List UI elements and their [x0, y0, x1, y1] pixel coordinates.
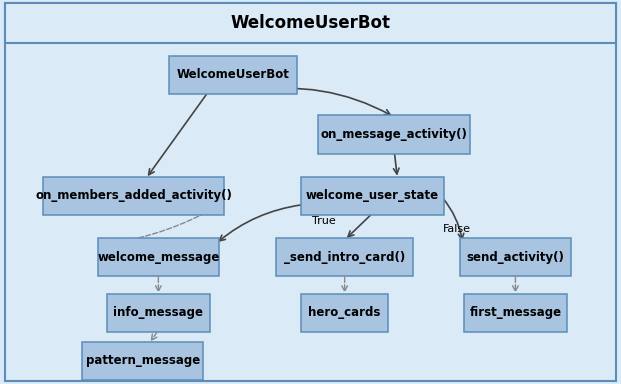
Text: WelcomeUserBot: WelcomeUserBot [176, 68, 289, 81]
FancyBboxPatch shape [107, 294, 210, 332]
Text: send_activity(): send_activity() [466, 251, 564, 264]
Text: on_message_activity(): on_message_activity() [321, 128, 468, 141]
FancyBboxPatch shape [82, 342, 204, 380]
Text: first_message: first_message [469, 306, 561, 319]
Text: False: False [442, 224, 471, 234]
FancyBboxPatch shape [98, 238, 219, 276]
FancyBboxPatch shape [319, 115, 471, 154]
Text: info_message: info_message [114, 306, 203, 319]
Text: hero_cards: hero_cards [309, 306, 381, 319]
FancyBboxPatch shape [43, 177, 224, 215]
Text: _send_intro_card(): _send_intro_card() [284, 251, 406, 264]
FancyBboxPatch shape [460, 238, 571, 276]
Text: on_members_added_activity(): on_members_added_activity() [35, 189, 232, 202]
Text: WelcomeUserBot: WelcomeUserBot [230, 14, 391, 32]
FancyBboxPatch shape [5, 3, 616, 381]
FancyBboxPatch shape [301, 294, 388, 332]
Text: welcome_user_state: welcome_user_state [306, 189, 439, 202]
Text: pattern_message: pattern_message [86, 354, 200, 367]
FancyBboxPatch shape [169, 56, 297, 94]
FancyBboxPatch shape [5, 3, 616, 43]
FancyBboxPatch shape [301, 177, 444, 215]
FancyBboxPatch shape [464, 294, 567, 332]
Text: True: True [312, 216, 335, 226]
Text: welcome_message: welcome_message [97, 251, 220, 264]
FancyBboxPatch shape [276, 238, 413, 276]
